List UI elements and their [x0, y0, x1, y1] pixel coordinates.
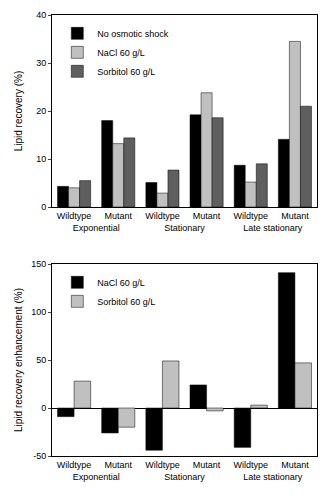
svg-text:Mutant: Mutant — [104, 211, 132, 221]
svg-text:Wildtype: Wildtype — [233, 211, 268, 221]
svg-text:Stationary: Stationary — [164, 223, 205, 233]
svg-text:Mutant: Mutant — [281, 460, 309, 470]
svg-text:50: 50 — [36, 355, 46, 365]
svg-text:Mutant: Mutant — [281, 211, 309, 221]
svg-text:0: 0 — [41, 202, 46, 212]
svg-text:0: 0 — [41, 403, 46, 413]
svg-text:Wildtype: Wildtype — [233, 460, 268, 470]
svg-text:Late stationary: Late stationary — [243, 472, 303, 482]
svg-text:Wildtype: Wildtype — [57, 211, 92, 221]
svg-text:Mutant: Mutant — [193, 211, 221, 221]
svg-text:Exponential: Exponential — [73, 472, 120, 482]
svg-text:40: 40 — [36, 10, 46, 20]
svg-text:Wildtype: Wildtype — [145, 460, 180, 470]
svg-text:Stationary: Stationary — [164, 472, 205, 482]
svg-text:150: 150 — [31, 259, 46, 269]
svg-text:Late stationary: Late stationary — [243, 223, 303, 233]
svg-text:Mutant: Mutant — [104, 460, 132, 470]
svg-text:Wildtype: Wildtype — [145, 211, 180, 221]
svg-text:Mutant: Mutant — [193, 460, 221, 470]
svg-text:Lipid recovery enhancement (%): Lipid recovery enhancement (%) — [13, 288, 24, 432]
svg-text:10: 10 — [36, 154, 46, 164]
svg-text:30: 30 — [36, 58, 46, 68]
svg-text:Wildtype: Wildtype — [57, 460, 92, 470]
svg-text:100: 100 — [31, 307, 46, 317]
svg-text:Lipid recovery (%): Lipid recovery (%) — [13, 71, 24, 152]
svg-text:Sorbitol 60 g/L: Sorbitol 60 g/L — [97, 297, 155, 307]
svg-text:NaCl 60 g/L: NaCl 60 g/L — [97, 48, 145, 58]
svg-text:No osmotic shock: No osmotic shock — [97, 29, 169, 39]
svg-text:20: 20 — [36, 106, 46, 116]
svg-text:Sorbitol 60 g/L: Sorbitol 60 g/L — [97, 67, 155, 77]
svg-text:NaCl 60 g/L: NaCl 60 g/L — [97, 278, 145, 288]
svg-text:Exponential: Exponential — [73, 223, 120, 233]
svg-text:-50: -50 — [33, 451, 46, 461]
